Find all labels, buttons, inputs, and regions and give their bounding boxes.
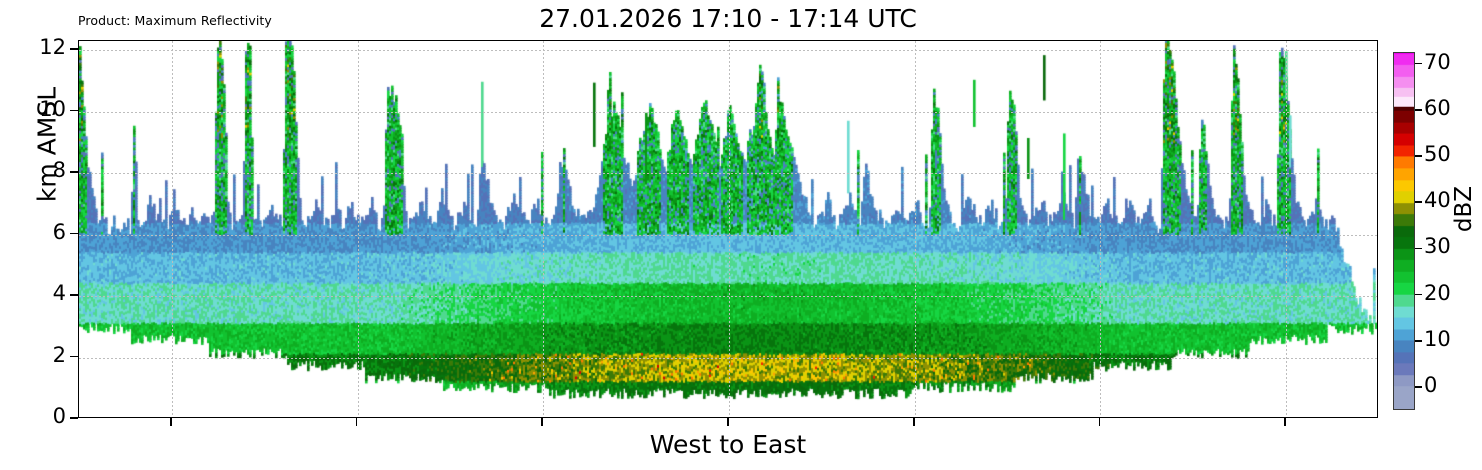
page-title: 27.01.2026 17:10 - 17:14 UTC xyxy=(539,4,917,33)
reflectivity-heatmap xyxy=(79,41,1377,417)
colorbar-tick-label: 50 xyxy=(1424,141,1451,166)
colorbar-tick-label: 40 xyxy=(1424,188,1451,213)
y-tick-label: 2 xyxy=(52,342,66,367)
y-tick-mark xyxy=(70,48,78,50)
colorbar-tick-mark xyxy=(1415,155,1422,157)
colorbar-tick-label: 20 xyxy=(1424,280,1451,305)
y-axis-title: km AMSL xyxy=(32,86,62,203)
colorbar-title: dBZ xyxy=(1451,185,1477,233)
colorbar-tick-label: 30 xyxy=(1424,234,1451,259)
x-tick-mark xyxy=(1284,418,1286,426)
colorbar-tick-label: 60 xyxy=(1424,95,1451,120)
colorbar-tick-mark xyxy=(1415,62,1422,65)
y-tick-mark xyxy=(70,355,78,358)
y-tick-label: 12 xyxy=(39,35,66,60)
y-tick-label: 4 xyxy=(52,281,66,306)
colorbar-tick-label: 10 xyxy=(1424,326,1451,351)
x-tick-mark xyxy=(170,418,172,426)
y-tick-label: 10 xyxy=(39,96,66,121)
colorbar-tick-label: 0 xyxy=(1424,372,1438,397)
colorbar-gradient xyxy=(1393,52,1415,410)
colorbar-tick-mark xyxy=(1415,386,1422,388)
colorbar-tick-mark xyxy=(1415,108,1422,111)
colorbar-tick-label: 70 xyxy=(1424,49,1451,74)
y-tick-mark xyxy=(70,417,78,419)
y-tick-label: 6 xyxy=(52,219,66,244)
y-tick-mark xyxy=(70,171,78,173)
y-tick-mark xyxy=(70,294,78,296)
x-tick-mark xyxy=(355,418,358,426)
colorbar-tick-mark xyxy=(1415,201,1422,203)
x-tick-mark xyxy=(727,418,729,426)
colorbar xyxy=(1393,52,1415,410)
y-tick-mark xyxy=(70,109,78,112)
colorbar-tick-mark xyxy=(1415,247,1422,250)
x-axis-title: West to East xyxy=(649,430,807,459)
x-tick-mark xyxy=(1098,418,1101,426)
y-tick-mark xyxy=(70,232,78,235)
y-tick-label: 0 xyxy=(52,404,66,428)
x-tick-mark xyxy=(541,418,544,426)
colorbar-tick-mark xyxy=(1415,339,1422,342)
x-tick-mark xyxy=(912,418,915,426)
plot-area xyxy=(78,40,1378,418)
y-tick-label: 8 xyxy=(52,158,66,183)
product-label: Product: Maximum Reflectivity xyxy=(78,13,272,28)
colorbar-tick-mark xyxy=(1415,293,1422,296)
